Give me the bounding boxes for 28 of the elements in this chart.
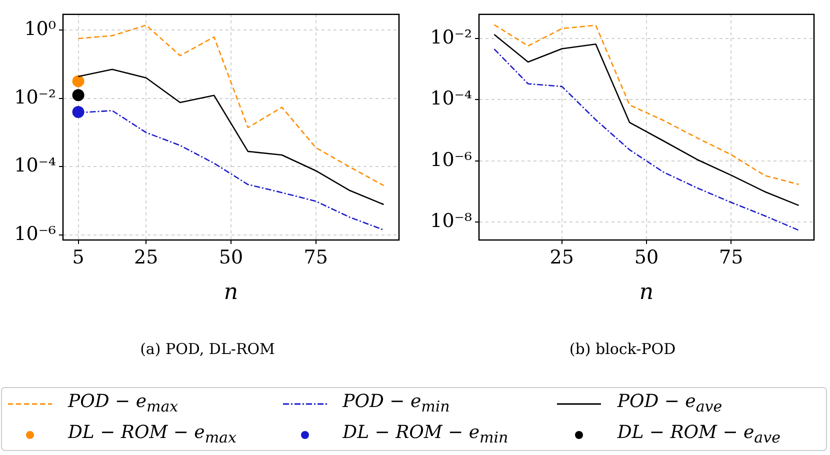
legend-label: POD − e$_{min}$ <box>342 391 450 416</box>
line-series <box>494 24 800 186</box>
line-series <box>494 48 800 231</box>
x-tick-label: 25 <box>134 246 158 268</box>
y-tick-label: 10⁻⁴ <box>430 88 472 110</box>
y-tick-label: 10⁻⁴ <box>14 154 56 177</box>
legend-label: DL − ROM − e$_{min}$ <box>342 422 508 447</box>
y-tick-label: 10⁻⁶ <box>430 148 472 171</box>
y-tick-label: 10⁻⁶ <box>14 222 56 245</box>
legend-label: DL − ROM − e$_{max}$ <box>68 422 236 447</box>
x-tick-label: 75 <box>304 246 328 268</box>
y-tick-label: 10⁻⁸ <box>430 210 472 232</box>
x-tick-label: 5 <box>72 246 84 268</box>
legend-label: POD − e$_{max}$ <box>68 391 178 416</box>
y-tick-label: 10⁻² <box>14 86 56 108</box>
legend-label: POD − e$_{ave}$ <box>617 391 722 416</box>
line-series <box>78 24 384 186</box>
x-axis-title: n <box>638 280 655 305</box>
text: (b) block-POD <box>568 340 677 358</box>
text: (a) POD, DL-ROM <box>139 340 276 358</box>
y-tick-label: 10⁻² <box>430 26 472 48</box>
x-tick-label: 50 <box>634 246 659 268</box>
y-tick-label: 10⁰ <box>24 18 56 40</box>
legend-label: DL − ROM − e$_{ave}$ <box>617 422 780 447</box>
x-axis-title: n <box>222 280 240 305</box>
x-tick-label: 25 <box>550 246 574 268</box>
x-tick-label: 75 <box>719 246 744 268</box>
x-tick-label: 50 <box>218 246 244 268</box>
